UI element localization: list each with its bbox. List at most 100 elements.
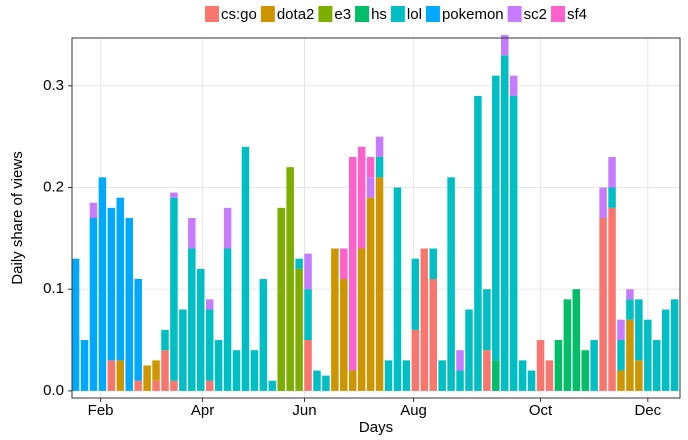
bar-segment [554, 340, 563, 391]
bar-segment [295, 258, 303, 269]
bar-segment [214, 340, 223, 391]
bar-segment [188, 218, 196, 249]
bar-segment [590, 340, 598, 391]
legend-label: e3 [334, 6, 351, 23]
legend: cs:go dota2 e3 hs lol pokemon sc2 sf4 [204, 6, 587, 23]
legend-label: hs [371, 6, 387, 23]
bar-segment [411, 329, 420, 391]
bar-segment [509, 75, 518, 96]
bar-segment [411, 258, 420, 330]
bar-segment [179, 309, 187, 391]
bar-segment [259, 279, 268, 391]
bar-segment [107, 207, 116, 361]
bar-segment [277, 207, 285, 391]
bar-segment [170, 192, 178, 198]
bar-segment [331, 248, 339, 391]
legend-label: pokemon [442, 6, 504, 23]
legend-label: sc2 [524, 6, 547, 23]
bar-segment [375, 136, 384, 157]
bar-segment [456, 370, 464, 391]
bar-segment [313, 370, 321, 391]
bar-segment [366, 156, 375, 178]
bar-segment [205, 299, 214, 310]
bar-segment [116, 360, 125, 391]
x-axis-title: Days [359, 419, 393, 436]
bar-segment [670, 299, 679, 391]
bar-segment [617, 319, 625, 341]
bar-segment [572, 289, 581, 391]
bar-segment [152, 380, 160, 391]
bar-segment [384, 360, 393, 391]
bar-segment [268, 380, 277, 391]
bar-segment [483, 289, 491, 351]
legend-swatch [318, 6, 333, 22]
bar-segment [188, 248, 196, 391]
bar-segment [608, 207, 616, 391]
bar-segment [581, 350, 589, 391]
bar-segment [366, 177, 375, 198]
bar-segment [429, 279, 437, 391]
x-tick-label: Apr [191, 402, 214, 419]
x-tick-label: Jun [292, 402, 316, 419]
bar-segment [652, 340, 661, 391]
bar-segment [545, 360, 554, 391]
bar-segment [375, 177, 384, 391]
bar-segment [465, 309, 473, 391]
bar-segment [322, 375, 330, 391]
bar-segment [241, 146, 250, 391]
legend-swatch [390, 6, 405, 22]
bar-segment [80, 340, 89, 391]
x-tick-label: Feb [88, 402, 114, 419]
bar-segment [89, 218, 98, 391]
bar-segment [626, 289, 634, 300]
bar-segment [599, 187, 607, 218]
bar-segment [250, 350, 259, 391]
legend-swatch [204, 6, 219, 22]
bar-segment [563, 299, 572, 391]
bar-segment [89, 202, 98, 218]
y-tick-label: 0.3 [43, 77, 64, 94]
bar-segment [223, 248, 232, 391]
bar-segment [304, 289, 312, 341]
bar-segment [608, 156, 616, 188]
x-tick-label: Aug [400, 402, 427, 419]
legend-label: lol [407, 6, 422, 23]
bar-segment [98, 177, 107, 391]
y-tick-label: 0.0 [43, 382, 64, 399]
bar-segment [152, 360, 160, 381]
legend-swatch [551, 6, 565, 22]
legend-label: dota2 [277, 6, 315, 23]
bar-segment [474, 95, 482, 391]
legend-label: cs:go [221, 6, 257, 23]
bar-segment [375, 156, 384, 178]
bar-segment [205, 309, 214, 381]
bar-segment [661, 309, 670, 391]
bar-segment [170, 197, 178, 381]
bar-segment [518, 360, 527, 391]
bar-segment [134, 380, 142, 391]
bar-segment [393, 187, 402, 391]
bar-segment [161, 350, 169, 391]
bar-segment [107, 360, 116, 391]
bar-segment [500, 55, 509, 391]
x-tick-label: Dec [634, 402, 661, 419]
bar-segment [536, 340, 545, 391]
bar-segment [304, 340, 312, 391]
bar-segment [286, 167, 294, 391]
bar-segment [509, 95, 518, 391]
bar-segment [223, 207, 232, 249]
bar-segment [134, 279, 142, 381]
bar-segment [438, 360, 446, 391]
bar-segment [125, 218, 133, 391]
bar-segment [340, 248, 348, 280]
bar-segment [143, 365, 151, 391]
bar-segment [429, 248, 437, 280]
legend-swatch [425, 6, 440, 22]
bar-segment [608, 187, 616, 208]
bar-segment [617, 370, 625, 391]
y-tick-label: 0.2 [43, 178, 64, 195]
bar-segment [232, 350, 241, 391]
bar-segment [366, 197, 375, 391]
bar-segment [402, 360, 411, 391]
